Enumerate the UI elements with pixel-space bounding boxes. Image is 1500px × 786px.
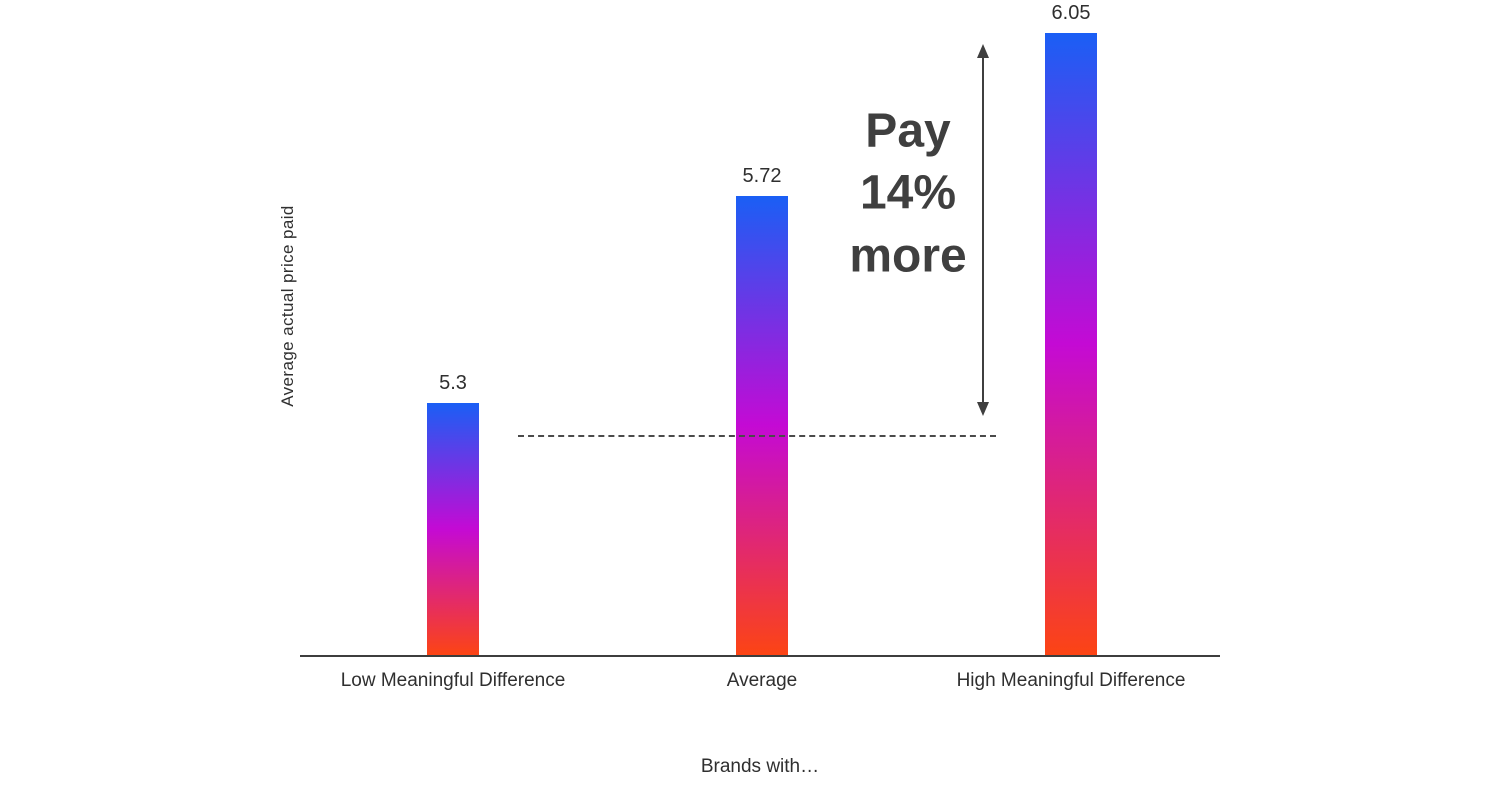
- bar-high-meaningful-difference: [1045, 33, 1097, 655]
- bar-group-low: 5.3: [427, 372, 479, 655]
- bar-low-meaningful-difference: [427, 403, 479, 655]
- x-axis-title: Brands with…: [700, 756, 820, 777]
- y-axis-label: Average actual price paid: [278, 205, 297, 407]
- x-axis-line: [300, 655, 1220, 657]
- bar-average: [736, 196, 788, 655]
- bar-group-high: 6.05: [1045, 2, 1097, 655]
- bar-value-label-high: 6.05: [1051, 2, 1091, 24]
- bar-value-label-average: 5.72: [742, 165, 782, 187]
- x-tick-label-low: Low Meaningful Difference: [340, 670, 566, 691]
- bar-value-label-low: 5.3: [439, 372, 467, 394]
- dashed-reference-line: [518, 435, 996, 437]
- x-tick-label-high: High Meaningful Difference: [956, 670, 1186, 691]
- pay-more-range-arrow-icon: [977, 44, 989, 416]
- x-tick-label-average: Average: [726, 670, 798, 691]
- pay-more-annotation: Pay 14% more: [849, 104, 967, 283]
- bar-group-average: 5.72: [736, 165, 788, 655]
